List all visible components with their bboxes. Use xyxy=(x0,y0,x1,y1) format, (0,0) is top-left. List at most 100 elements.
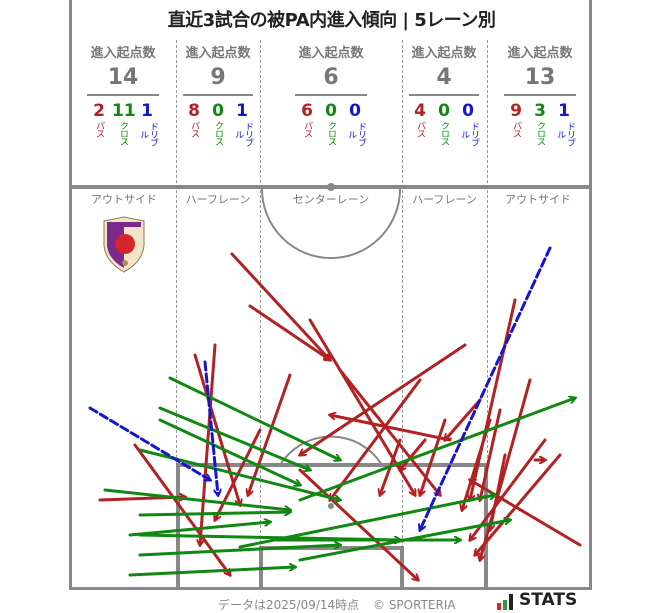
stat-rule xyxy=(504,94,576,96)
stat-rule xyxy=(295,94,367,96)
lane-name-outside-right: アウトサイド xyxy=(505,193,571,206)
dribble-count: 1 xyxy=(141,101,153,121)
pass-arrow xyxy=(248,373,292,495)
cross-arrow xyxy=(128,567,295,577)
pass-arrow xyxy=(298,468,418,580)
penalty-area xyxy=(176,463,488,590)
dribble-arrow xyxy=(88,406,210,480)
pitch-left-touchline xyxy=(69,0,72,590)
copyright: © SPORTERIA xyxy=(373,598,456,612)
dribble-label: ドリブル xyxy=(233,122,253,146)
stat-rule xyxy=(183,94,253,96)
pass-arrow xyxy=(330,378,422,500)
stat-label: 進入起点数 xyxy=(90,46,156,61)
stat-total: 14 xyxy=(107,65,139,90)
cross-count: 0 xyxy=(438,101,450,121)
pass-count: 6 xyxy=(301,101,313,121)
pass-count: 4 xyxy=(414,101,426,121)
cross-count: 3 xyxy=(534,101,546,121)
pass-arrow xyxy=(475,453,562,555)
pass-arrow xyxy=(338,368,440,495)
pitch-right-touchline xyxy=(589,0,592,590)
stat-total: 4 xyxy=(436,65,452,90)
dribble-label: ドリブル xyxy=(555,122,575,146)
dribble-arrow xyxy=(420,246,552,530)
stat-rule xyxy=(409,94,479,96)
stat-label: 進入起点数 xyxy=(298,46,364,61)
dribble-count: 1 xyxy=(558,101,570,121)
cross-arrow xyxy=(168,376,340,460)
lane-stat-center: 進入起点数 6 6 パス 0 クロス 0 ドリブル xyxy=(290,40,372,146)
lane-name-halfspace-right: ハーフレーン xyxy=(412,193,477,206)
center-spot xyxy=(327,183,335,191)
pass-count: 9 xyxy=(510,101,522,121)
pass-arrow xyxy=(200,343,217,545)
pass-arrow xyxy=(470,438,547,540)
pass-arrow xyxy=(330,415,452,442)
pass-arrow xyxy=(230,252,330,360)
dribble-count: 0 xyxy=(349,101,361,121)
lane-stat-outside-left: 進入起点数 14 2 パス 11 クロス 1 ドリブル xyxy=(82,40,164,146)
logo-bar-green xyxy=(503,600,507,610)
stat-label: 進入起点数 xyxy=(507,46,573,61)
pass-label: パス xyxy=(189,121,199,137)
cross-label: クロス xyxy=(439,121,449,145)
dribble-label: ドリブル xyxy=(138,122,158,146)
pass-arrow xyxy=(308,318,415,495)
pass-label: パス xyxy=(302,121,312,137)
stats-logo: STATS xyxy=(497,590,577,610)
logo-text: STATS xyxy=(519,590,578,610)
stat-total: 6 xyxy=(323,65,339,90)
pass-arrow xyxy=(480,408,502,500)
pass-arrow xyxy=(248,304,330,360)
pass-arrow xyxy=(193,353,240,505)
cross-count: 0 xyxy=(212,101,224,121)
lane-divider xyxy=(402,40,403,588)
pass-label: パス xyxy=(94,121,104,137)
lane-stat-outside-right: 進入起点数 13 9 パス 3 クロス 1 ドリブル xyxy=(499,40,581,146)
cross-label: クロス xyxy=(213,121,223,145)
cross-arrows xyxy=(103,376,575,577)
pass-arrow xyxy=(470,298,517,500)
cross-arrow xyxy=(128,522,270,537)
stat-label: 進入起点数 xyxy=(411,46,477,61)
center-circle xyxy=(261,188,401,259)
pass-arrow xyxy=(470,480,582,547)
pass-count: 2 xyxy=(93,101,105,121)
chart-title: 直近3試合の被PA内進入傾向 | 5レーン別 xyxy=(167,10,496,31)
dribble-label: ドリブル xyxy=(346,122,366,146)
lane-name-center: センターレーン xyxy=(292,193,370,206)
dribble-arrow xyxy=(203,360,218,495)
stat-label: 進入起点数 xyxy=(185,46,251,61)
dribble-count: 0 xyxy=(462,101,474,121)
logo-bar-red xyxy=(497,603,501,610)
cross-arrow xyxy=(158,418,300,485)
cross-arrow xyxy=(158,406,310,470)
stat-total: 9 xyxy=(210,65,226,90)
cross-arrow xyxy=(138,512,290,517)
cross-label: クロス xyxy=(118,121,128,145)
lane-name-halfspace-left: ハーフレーン xyxy=(185,193,251,206)
cross-count: 0 xyxy=(325,101,337,121)
pass-arrow xyxy=(445,398,482,440)
penalty-spot xyxy=(328,503,334,509)
pass-count: 8 xyxy=(188,101,200,121)
data-date-note: データは2025/09/14時点 xyxy=(218,598,360,612)
pass-arrow xyxy=(133,443,230,575)
team-crest-icon xyxy=(103,216,145,273)
lane-divider xyxy=(487,40,488,588)
dribble-count: 1 xyxy=(236,101,248,121)
pass-arrow xyxy=(480,378,532,560)
cross-arrow xyxy=(298,398,575,502)
logo-bar-black xyxy=(509,594,513,610)
cross-label: クロス xyxy=(535,121,545,145)
pass-label: パス xyxy=(511,121,521,137)
lane-stat-halfspace-left: 進入起点数 9 8 パス 0 クロス 1 ドリブル xyxy=(177,40,259,146)
pass-arrow xyxy=(300,343,467,455)
pass-arrow xyxy=(420,418,447,495)
stat-total: 13 xyxy=(524,65,556,90)
lane-divider xyxy=(176,40,177,588)
dribble-arrows xyxy=(88,246,552,530)
cross-arrow xyxy=(103,488,290,510)
